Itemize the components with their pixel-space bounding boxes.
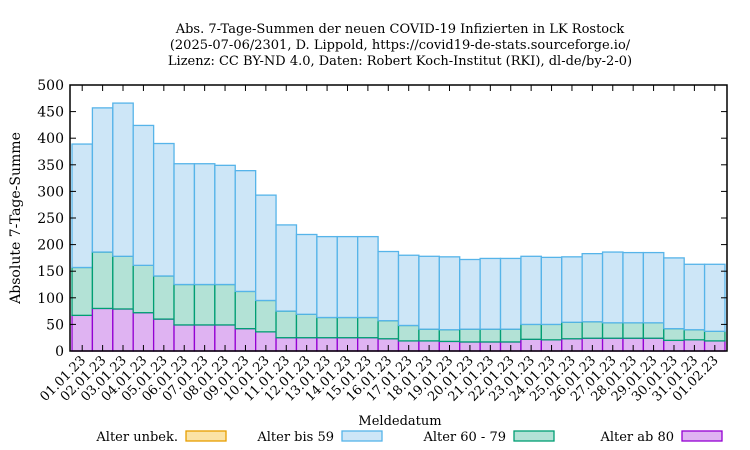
- legend-swatch: [513, 430, 555, 442]
- bar-alter-60-79: [295, 313, 318, 339]
- bar-alter-bis-59: [132, 124, 155, 266]
- bar-alter-60-79: [112, 255, 134, 310]
- bar-alter-bis-59: [663, 257, 685, 330]
- bar-alter-bis-59: [255, 194, 277, 302]
- bar-alter-60-79: [173, 283, 196, 326]
- bar-alter-60-79: [91, 251, 114, 310]
- bar-alter-60-79: [316, 316, 338, 339]
- y-tick-label: 50: [46, 317, 64, 333]
- bar-alter-60-79: [377, 320, 400, 340]
- bar-alter-60-79: [234, 290, 257, 330]
- bar-alter-bis-59: [479, 257, 502, 330]
- bar-alter-60-79: [357, 316, 379, 339]
- chart-title-line: Abs. 7-Tage-Summen der neuen COVID-19 In…: [175, 22, 625, 37]
- y-tick-label: 250: [37, 211, 64, 227]
- legend-label: Alter unbek.: [95, 430, 178, 445]
- bar-alter-bis-59: [214, 164, 236, 286]
- bar-alter-60-79: [255, 299, 277, 333]
- bar-alter-bis-59: [601, 251, 624, 324]
- bar-alter-bis-59: [234, 170, 257, 293]
- y-axis-label: Absolute 7-Tage-Summe: [8, 132, 24, 305]
- y-tick-label: 0: [55, 344, 64, 360]
- bar-alter-bis-59: [438, 256, 461, 331]
- bar-alter-bis-59: [397, 254, 420, 327]
- bar-alter-bis-59: [112, 102, 134, 257]
- bar-alter-bis-59: [581, 252, 604, 323]
- bar-alter-60-79: [601, 322, 624, 339]
- bar-alter-60-79: [336, 316, 359, 339]
- legend-label: Alter ab 80: [599, 430, 674, 445]
- bar-alter-60-79: [540, 323, 563, 341]
- chart-title-line: (2025-07-06/2301, D. Lippold, https://co…: [170, 38, 631, 53]
- bar-alter-bis-59: [459, 258, 481, 330]
- bar-alter-60-79: [275, 310, 298, 339]
- bar-alter-bis-59: [316, 235, 338, 319]
- y-tick-label: 500: [37, 78, 64, 94]
- y-tick-label: 450: [37, 105, 64, 121]
- y-tick-label: 400: [37, 131, 64, 147]
- bar-alter-bis-59: [295, 233, 318, 315]
- legend-label: Alter bis 59: [256, 430, 334, 445]
- bar-alter-bis-59: [520, 255, 542, 326]
- bar-alter-bis-59: [418, 255, 440, 330]
- bar-alter-60-79: [152, 275, 175, 320]
- bar-alter-bis-59: [561, 256, 583, 323]
- bar-alter-60-79: [581, 321, 604, 339]
- bar-alter-bis-59: [71, 143, 94, 269]
- legend-label: Alter 60 - 79: [422, 430, 506, 445]
- chart-title-line: Lizenz: CC BY-ND 4.0, Daten: Robert Koch…: [168, 54, 632, 69]
- bar-alter-60-79: [418, 328, 440, 342]
- bar-alter-bis-59: [357, 235, 379, 319]
- bar-alter-60-79: [642, 322, 665, 339]
- bar-alter-60-79: [703, 330, 726, 342]
- bar-alter-bis-59: [336, 235, 359, 319]
- bar-alter-60-79: [132, 264, 155, 314]
- bar-alter-bis-59: [193, 163, 216, 286]
- bar-alter-bis-59: [683, 263, 706, 331]
- bar-alter-60-79: [520, 323, 542, 340]
- bar-alter-60-79: [71, 266, 94, 317]
- bar-alter-60-79: [561, 321, 583, 340]
- bar-alter-bis-59: [152, 142, 175, 277]
- bar-alter-60-79: [683, 329, 706, 341]
- bar-alter-60-79: [499, 328, 522, 343]
- y-tick-label: 100: [37, 291, 64, 307]
- bar-alter-ab-80: [91, 307, 114, 352]
- bar-alter-bis-59: [173, 163, 196, 286]
- bar-alter-60-79: [214, 283, 236, 326]
- bar-alter-ab-80: [112, 308, 134, 352]
- bar-alter-bis-59: [499, 257, 522, 330]
- bar-alter-bis-59: [377, 250, 400, 322]
- legend-swatch: [681, 430, 723, 442]
- y-tick-label: 150: [37, 264, 64, 280]
- y-tick-label: 300: [37, 184, 64, 200]
- bar-alter-bis-59: [622, 251, 645, 324]
- legend-swatch: [185, 430, 227, 442]
- bar-alter-bis-59: [275, 224, 298, 312]
- bar-alter-60-79: [479, 328, 502, 343]
- bar-alter-60-79: [622, 322, 645, 339]
- y-tick-label: 350: [37, 158, 64, 174]
- bar-alter-60-79: [193, 283, 216, 326]
- bar-alter-60-79: [459, 328, 481, 343]
- legend-swatch: [341, 430, 383, 442]
- bar-alter-bis-59: [91, 107, 114, 253]
- bar-alter-60-79: [663, 328, 685, 342]
- bar-alter-60-79: [397, 324, 420, 342]
- bar-alter-bis-59: [540, 256, 563, 326]
- y-tick-label: 200: [37, 238, 64, 254]
- x-axis-label: Meldedatum: [358, 414, 441, 429]
- bar-alter-60-79: [438, 329, 461, 343]
- bar-alter-bis-59: [642, 251, 665, 324]
